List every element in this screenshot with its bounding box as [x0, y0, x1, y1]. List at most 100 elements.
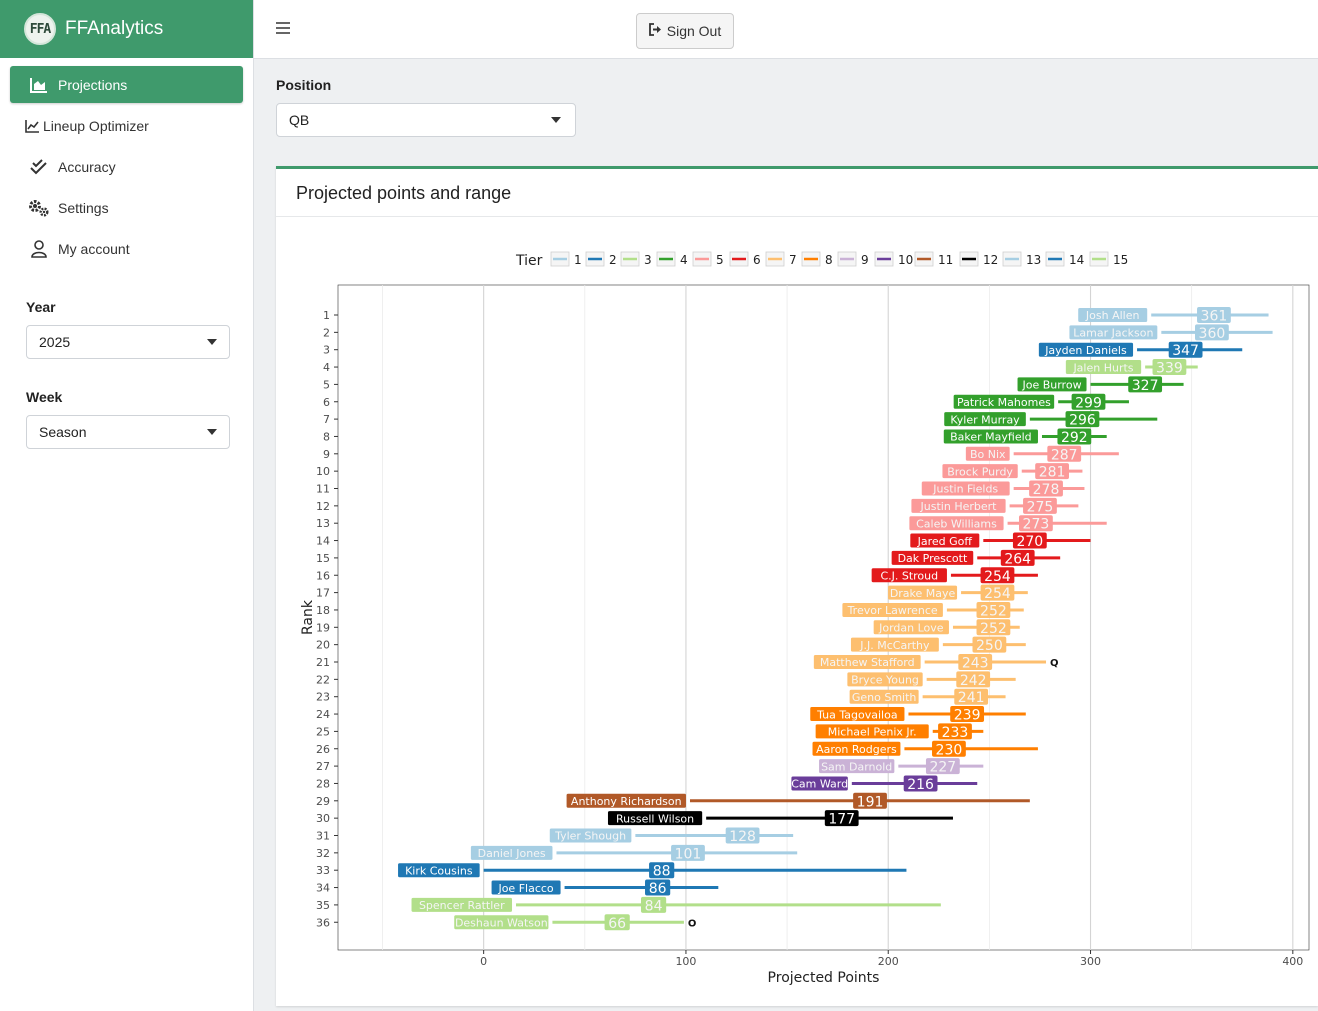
sign-out-label: Sign Out: [666, 23, 722, 39]
y-tick-label: 1: [323, 309, 330, 322]
y-tick-label: 20: [316, 639, 330, 652]
player-name-bg: [491, 880, 561, 895]
points-label-bg: [950, 706, 985, 723]
sidebar-item-settings[interactable]: Settings: [10, 189, 243, 226]
points-label: 254: [984, 586, 1011, 602]
points-label-bg: [824, 810, 859, 827]
x-tick-label: 400: [1282, 955, 1303, 968]
position-select-value: QB: [289, 112, 310, 128]
player-name-label: Bo Nix: [970, 448, 1006, 461]
year-select[interactable]: 2025: [26, 325, 230, 359]
y-tick-label: 2: [323, 326, 330, 339]
chart-container: 0 100 200 300 400 Projected Points Rank Tier 1 2 3…: [276, 220, 1318, 1011]
sign-out-button[interactable]: Sign Out: [636, 13, 734, 49]
player-name-label: Jayden Daniels: [1044, 344, 1127, 357]
player-name-bg: [891, 550, 974, 565]
player-name-bg: [921, 481, 1010, 496]
points-label: 177: [828, 812, 855, 828]
player-name-label: Anthony Richardson: [571, 795, 682, 808]
y-tick-label: 8: [323, 430, 330, 443]
caret-down-icon: [207, 429, 217, 435]
player-name-bg: [965, 446, 1010, 461]
y-tick-label: 21: [316, 656, 330, 669]
points-label-bg: [938, 723, 972, 740]
player-name-label: Russell Wilson: [616, 812, 694, 825]
gears-icon: [28, 199, 50, 217]
points-label-bg: [1035, 463, 1069, 480]
points-label-bg: [1197, 307, 1231, 323]
y-tick-label: 29: [316, 795, 330, 808]
player-name-bg: [847, 672, 923, 687]
chart-area-icon: [28, 77, 50, 93]
player-name-label: Justin Herbert: [920, 500, 998, 513]
player-name-label: Michael Penix Jr.: [828, 726, 917, 739]
legend-label: 3: [644, 253, 652, 267]
points-label: 242: [960, 673, 987, 689]
player-name-label: Kirk Cousins: [405, 864, 473, 877]
player-name-label: Geno Smith: [852, 691, 917, 704]
y-tick-label: 30: [316, 812, 330, 825]
points-label: 339: [1156, 361, 1183, 377]
x-tick-label: 300: [1080, 955, 1101, 968]
player-name-bg: [1038, 342, 1134, 357]
player-name-label: Aaron Rodgers: [816, 743, 897, 756]
player-name-bg: [470, 845, 553, 860]
y-tick-label: 4: [323, 361, 330, 374]
player-name-bg: [812, 741, 901, 756]
legend-label: 14: [1069, 253, 1084, 267]
injury-status-label: O: [688, 918, 697, 929]
points-label: 270: [1016, 534, 1043, 550]
points-label: 101: [675, 846, 702, 862]
hamburger-menu-icon[interactable]: [276, 22, 290, 34]
caret-down-icon: [207, 339, 217, 345]
x-axis-title: Projected Points: [768, 970, 880, 986]
top-navbar: Sign Out: [254, 0, 1318, 59]
y-tick-label: 26: [316, 743, 330, 756]
legend-label: 9: [861, 253, 869, 267]
points-label-bg: [976, 601, 1011, 618]
player-name-label: Drake Maye: [890, 587, 956, 600]
sidebar-item-projections[interactable]: Projections: [10, 66, 243, 103]
points-label-bg: [1023, 497, 1057, 514]
sidebar-item-lineup-optimizer[interactable]: Lineup Optimizer: [10, 107, 243, 144]
points-label: 275: [1027, 499, 1054, 515]
week-select[interactable]: Season: [26, 415, 230, 449]
player-name-label: C.J. Stroud: [880, 569, 938, 582]
sidebar-item-accuracy[interactable]: Accuracy: [10, 148, 243, 185]
y-tick-label: 22: [316, 673, 330, 686]
sidebar-item-label: Lineup Optimizer: [43, 117, 149, 134]
brand-header[interactable]: FFA FFAnalytics: [0, 0, 253, 58]
y-tick-label: 18: [316, 604, 330, 617]
y-tick-label: 23: [316, 691, 330, 704]
player-name-bg: [815, 724, 929, 739]
y-tick-label: 35: [316, 899, 330, 912]
y-tick-label: 34: [316, 882, 330, 895]
points-label: 233: [942, 725, 969, 741]
player-name-label: Josh Allen: [1085, 309, 1140, 322]
player-name-bg: [791, 776, 848, 791]
player-name-label: Deshaun Watson: [455, 916, 548, 929]
sidebar-item-my-account[interactable]: My account: [10, 230, 243, 267]
year-select-value: 2025: [39, 334, 71, 350]
line-chart-icon: [24, 119, 40, 133]
legend-label: 12: [983, 253, 998, 267]
x-tick-label: 200: [878, 955, 899, 968]
points-label: 216: [907, 777, 934, 793]
points-label: 273: [1023, 517, 1050, 533]
player-name-bg: [607, 811, 703, 826]
sidebar-item-label: Accuracy: [58, 158, 116, 175]
points-label: 252: [980, 603, 1007, 619]
legend-label: 7: [789, 253, 797, 267]
player-name-bg: [1017, 377, 1087, 392]
points-label: 292: [1061, 430, 1088, 446]
points-label-bg: [932, 740, 966, 757]
points-label-bg: [956, 671, 991, 688]
points-label: 241: [958, 690, 985, 706]
points-label: 66: [608, 916, 626, 932]
player-name-bg: [1069, 325, 1158, 340]
position-select[interactable]: QB: [276, 103, 576, 137]
points-label-bg: [725, 827, 760, 844]
points-label-bg: [925, 758, 960, 775]
y-axis-title: Rank: [300, 599, 316, 635]
